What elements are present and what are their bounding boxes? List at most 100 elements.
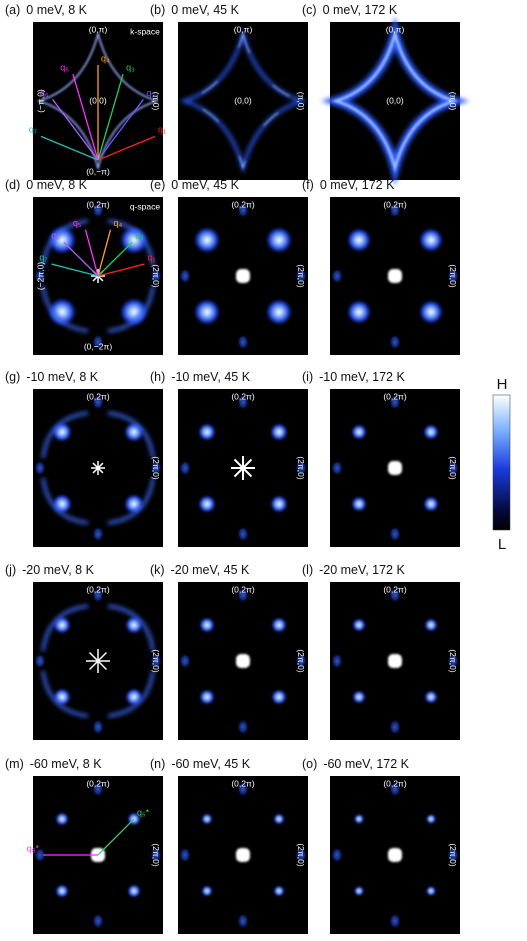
- peak: [417, 298, 445, 326]
- q-label: q₄: [101, 53, 110, 63]
- peak: [51, 421, 73, 443]
- axis-label-top: (0,2π): [86, 778, 110, 788]
- edge-peak: [34, 847, 46, 863]
- axis-label-right: (2π,0): [296, 456, 306, 480]
- peak: [197, 422, 217, 442]
- q-label: q₁: [158, 125, 166, 135]
- edge-peak: [331, 460, 343, 476]
- q-vector: [51, 263, 99, 277]
- panel-label: (h): [150, 370, 165, 384]
- edge-peak: [447, 460, 459, 476]
- edge-peak: [34, 268, 46, 284]
- panel-title: (e) 0 meV, 45 K: [150, 178, 240, 192]
- edge-peak: [389, 587, 401, 603]
- arc: [107, 411, 155, 459]
- edge-peak: [237, 526, 249, 542]
- peak: [126, 883, 142, 899]
- arc: [107, 604, 155, 652]
- axis-label-right: (2π,0): [151, 843, 161, 867]
- q-vector: [72, 73, 99, 161]
- panel: (0,2π) (2π,0): [330, 582, 460, 740]
- peak: [124, 687, 144, 707]
- axis-label-top: (0,2π): [86, 199, 110, 209]
- axis-label-right: (2π,0): [448, 264, 458, 288]
- q-vector: [63, 241, 99, 277]
- edge-peak: [179, 653, 191, 669]
- panel: (0,2π) (2π,0): [330, 776, 460, 934]
- peak: [197, 494, 217, 514]
- panel-heading: 0 meV, 8 K: [26, 3, 87, 17]
- panel: (0,2π) (2π,0): [33, 582, 163, 740]
- edge-peak: [389, 334, 401, 350]
- star: [92, 467, 99, 474]
- peak: [51, 493, 73, 515]
- peak: [264, 225, 294, 255]
- q-vector: [40, 135, 99, 161]
- axis-label-bottom: (0,−π): [86, 166, 110, 176]
- q-vector: [97, 135, 156, 161]
- edge-peak: [331, 847, 343, 863]
- edge-peak: [150, 653, 162, 669]
- peak: [422, 423, 440, 441]
- panel: (0,2π) (0,−2π) (2π,0) (−2π,0) q-space q₁ q₃ q₄ q…: [33, 197, 163, 355]
- panel-heading: -60 meV, 45 K: [171, 757, 250, 771]
- arc: [41, 477, 89, 525]
- panel-label: (o): [302, 757, 317, 771]
- panel-label: (i): [302, 370, 313, 384]
- peak: [192, 297, 222, 327]
- panel-label: (d): [5, 178, 20, 192]
- arc: [41, 411, 89, 459]
- edge-peak: [447, 653, 459, 669]
- peak: [269, 422, 289, 442]
- peak: [422, 495, 440, 513]
- edge-peak: [92, 526, 104, 542]
- edge-peak: [237, 587, 249, 603]
- q-label: q₁: [147, 252, 155, 262]
- axis-label-top: (0,2π): [383, 778, 407, 788]
- star: [233, 458, 244, 469]
- peak: [425, 813, 437, 825]
- axis-label-left: (−2π,0): [35, 262, 45, 290]
- q-label: q₃: [126, 62, 135, 72]
- panel-title: (d) 0 meV, 8 K: [5, 178, 88, 192]
- peak: [423, 689, 439, 705]
- panel-heading: 0 meV, 172 K: [320, 178, 395, 192]
- axis-label-center: (0,0): [234, 95, 252, 105]
- peak: [353, 885, 365, 897]
- peak: [46, 296, 78, 328]
- center-peak: [236, 654, 250, 668]
- q-label: q₄: [114, 218, 123, 228]
- edge-peak: [92, 913, 104, 929]
- arc: [107, 285, 155, 333]
- center-peak: [388, 269, 402, 283]
- panel-label: (e): [150, 178, 165, 192]
- peak: [201, 813, 213, 825]
- star: [97, 660, 108, 671]
- peak: [351, 617, 367, 633]
- colorbar-low: L: [498, 536, 506, 553]
- panel-label: (l): [302, 563, 313, 577]
- axis-label-top: (0,2π): [86, 391, 110, 401]
- edge-peak: [237, 334, 249, 350]
- axis-label-top: (0,π): [386, 24, 405, 34]
- edge-peak: [389, 781, 401, 797]
- panel-title: (j) -20 meV, 8 K: [5, 563, 95, 577]
- edge-peak: [389, 394, 401, 410]
- panel-heading: -10 meV, 172 K: [319, 370, 405, 384]
- axis-label-right: (2π,0): [448, 456, 458, 480]
- edge-peak: [150, 847, 162, 863]
- arc: [41, 604, 89, 652]
- peak: [345, 298, 373, 326]
- edge-peak: [295, 847, 307, 863]
- star: [88, 660, 99, 671]
- panel: (0,2π) (2π,0): [178, 197, 308, 355]
- panel-heading: -20 meV, 172 K: [319, 563, 405, 577]
- edge-peak: [447, 268, 459, 284]
- q-label: q₇: [39, 252, 47, 262]
- panel-heading: -10 meV, 45 K: [171, 370, 250, 384]
- edge-peak: [237, 913, 249, 929]
- panel: (0,2π) (2π,0): [330, 197, 460, 355]
- axis-label-right: (2π,0): [296, 649, 306, 673]
- peak: [54, 883, 70, 899]
